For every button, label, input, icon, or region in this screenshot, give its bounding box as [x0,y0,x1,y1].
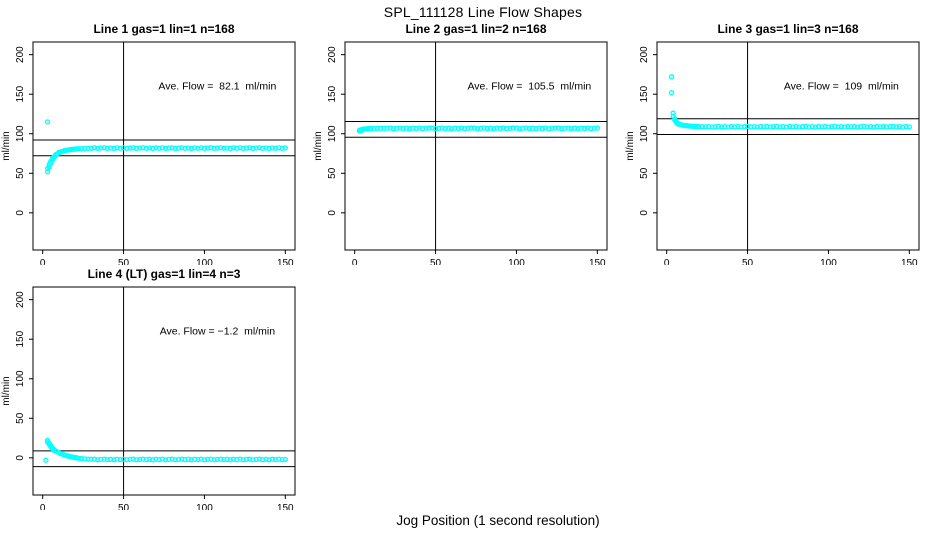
y-tick-label: 150 [639,85,650,102]
x-tick-label: 150 [901,258,918,265]
plot-box [656,41,920,251]
x-tick-label: 100 [820,258,837,265]
y-tick-label: 50 [639,167,650,179]
x-tick-label: 0 [664,258,670,265]
plot-box [32,286,296,496]
y-tick-label: 200 [15,46,26,63]
x-tick-label: 50 [118,503,130,510]
y-tick-label: 50 [15,412,26,424]
y-tick-label: 0 [15,210,26,216]
plot-box [32,41,296,251]
y-tick-label: 50 [15,167,26,179]
data-points [356,125,600,134]
y-axis-title: ml/min [313,131,324,160]
panel-title: Line 3 gas=1 lin=3 n=168 [717,22,858,36]
panel-plot-svg: Line 2 gas=1 lin=2 n=168 0 50 100 150 0 50 100 1… [313,22,608,269]
y-tick-label: 150 [327,85,338,102]
y-axis-title: ml/min [1,131,12,160]
x-tick-label: 100 [508,258,525,265]
y-tick-label: 150 [15,330,26,347]
panel-line-1: Line 1 gas=1 lin=1 n=168 0 50 100 150 0 50 100 1… [0,20,312,269]
panel-line-2: Line 2 gas=1 lin=2 n=168 0 50 100 150 0 50 100 1… [312,20,624,269]
y-tick-label: 200 [327,46,338,63]
x-tick-label: 50 [430,258,442,265]
avg-flow-annotation: Ave. Flow = 105.5 ml/min [467,80,591,92]
y-tick-label: 200 [15,291,26,308]
x-tick-label: 150 [589,258,606,265]
x-tick-label: 0 [40,503,46,510]
y-tick-label: 0 [639,210,650,216]
y-axis-title: ml/min [625,131,636,160]
panel-title: Line 1 gas=1 lin=1 n=168 [93,22,234,36]
y-tick-label: 150 [15,85,26,102]
x-tick-label: 50 [118,258,130,265]
x-tick-label: 0 [40,258,46,265]
panel-title: Line 2 gas=1 lin=2 n=168 [405,22,546,36]
x-tick-label: 100 [196,258,213,265]
avg-flow-annotation: Ave. Flow = 109 ml/min [784,80,899,92]
figure-title: SPL_111128 Line Flow Shapes [383,4,583,20]
x-tick-label: 150 [277,503,294,510]
panel-line-3: Line 3 gas=1 lin=3 n=168 0 50 100 150 0 50 100 1… [624,20,936,269]
avg-flow-annotation: Ave. Flow = 82.1 ml/min [158,80,276,92]
y-tick-label: 200 [639,46,650,63]
y-tick-label: 100 [15,370,26,387]
panel-plot-svg: Line 4 (LT) gas=1 lin=4 n=3 0 50 100 150 0 50 1… [1,267,296,514]
x-tick-label: 100 [196,503,213,510]
x-tick-label: 0 [352,258,358,265]
plot-box [344,41,608,251]
panel-plot-svg: Line 1 gas=1 lin=1 n=168 0 50 100 150 0 50 100 1… [1,22,296,269]
y-tick-label: 100 [15,125,26,142]
y-tick-label: 0 [327,210,338,216]
x-axis-label: Jog Position (1 second resolution) [396,513,600,528]
y-tick-label: 100 [327,125,338,142]
data-points [44,119,288,175]
data-points [43,437,288,463]
avg-flow-annotation: Ave. Flow = −1.2 ml/min [160,325,276,337]
panel-title: Line 4 (LT) gas=1 lin=4 n=3 [88,267,241,281]
y-tick-label: 50 [327,167,338,179]
panel-plot-svg: Line 3 gas=1 lin=3 n=168 0 50 100 150 0 50 100 1… [625,22,920,269]
panel-line-4: Line 4 (LT) gas=1 lin=4 n=3 0 50 100 150 0 50 1… [0,265,312,514]
x-tick-label: 50 [742,258,754,265]
y-axis-title: ml/min [1,376,12,405]
x-tick-label: 150 [277,258,294,265]
y-tick-label: 100 [639,125,650,142]
y-tick-label: 0 [15,455,26,461]
data-points [668,74,912,130]
